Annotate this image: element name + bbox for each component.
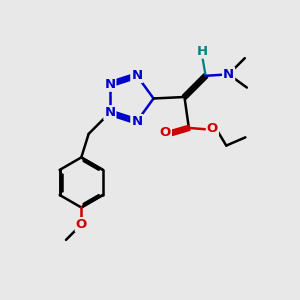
Text: O: O bbox=[207, 122, 218, 135]
Text: N: N bbox=[104, 106, 116, 119]
Text: N: N bbox=[131, 115, 142, 128]
Text: N: N bbox=[131, 69, 142, 82]
Text: N: N bbox=[223, 68, 234, 81]
Text: H: H bbox=[197, 45, 208, 58]
Text: N: N bbox=[104, 78, 116, 91]
Text: O: O bbox=[76, 218, 87, 231]
Text: O: O bbox=[160, 126, 171, 139]
